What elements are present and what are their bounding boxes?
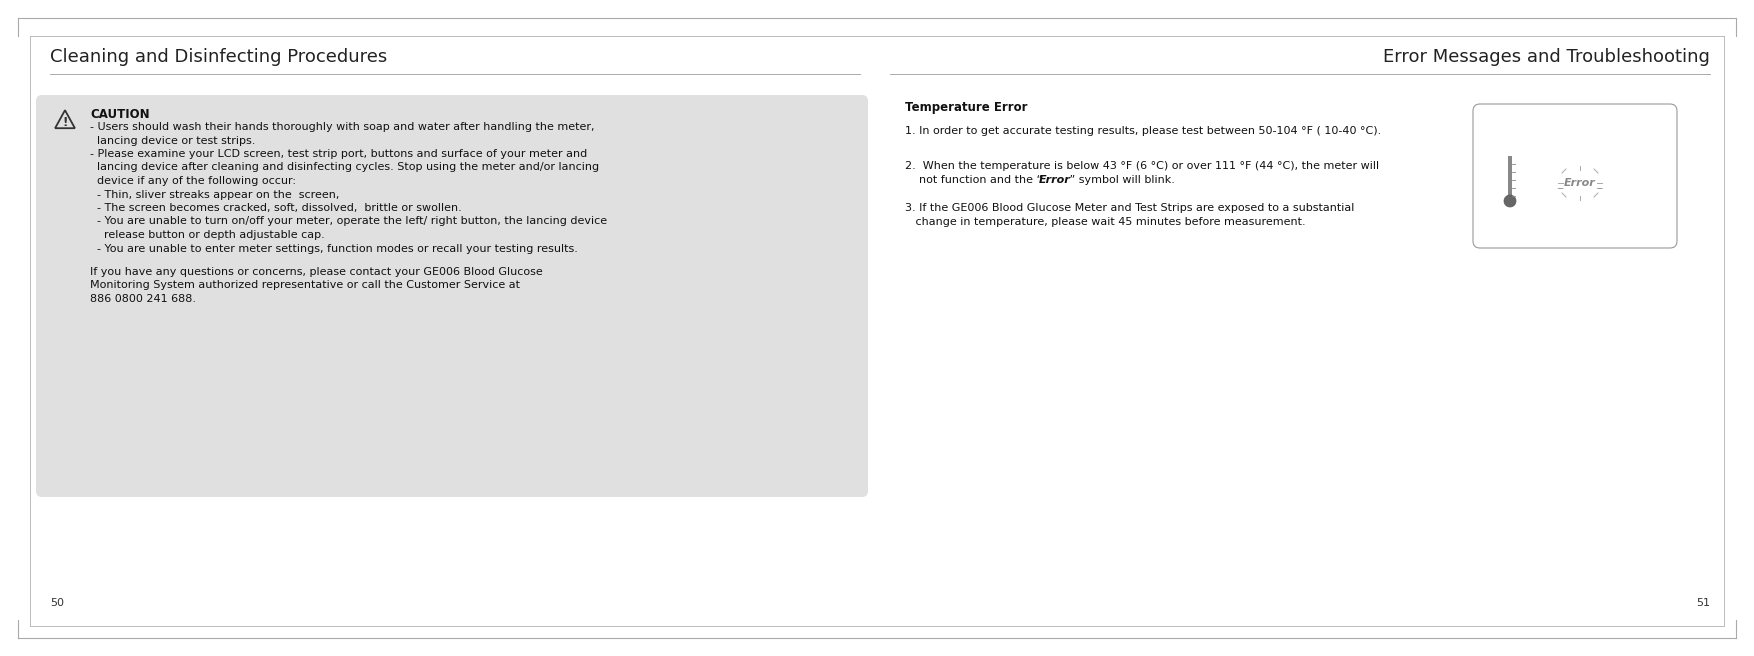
Text: 1. In order to get accurate testing results, please test between 50-104 °F ( 10-: 1. In order to get accurate testing resu… [905,126,1380,136]
Text: ” symbol will blink.: ” symbol will blink. [1066,175,1175,185]
Text: Cleaning and Disinfecting Procedures: Cleaning and Disinfecting Procedures [51,48,388,66]
Text: 3. If the GE006 Blood Glucose Meter and Test Strips are exposed to a substantial: 3. If the GE006 Blood Glucose Meter and … [905,203,1354,213]
Text: If you have any questions or concerns, please contact your GE006 Blood Glucose: If you have any questions or concerns, p… [89,267,542,277]
Text: - You are unable to turn on/off your meter, operate the left/ right button, the : - You are unable to turn on/off your met… [89,216,607,226]
Text: CAUTION: CAUTION [89,108,149,121]
Text: not function and the “: not function and the “ [905,175,1045,185]
Text: Temperature Error: Temperature Error [905,101,1028,114]
Text: release button or depth adjustable cap.: release button or depth adjustable cap. [89,230,324,240]
Text: - Thin, sliver streaks appear on the  screen,: - Thin, sliver streaks appear on the scr… [89,190,339,199]
Text: Error: Error [1038,175,1070,185]
Text: - You are unable to enter meter settings, function modes or recall your testing : - You are unable to enter meter settings… [89,243,577,253]
Text: Error: Error [1565,178,1596,188]
FancyBboxPatch shape [37,95,868,497]
Text: 51: 51 [1696,598,1710,608]
Text: - Users should wash their hands thoroughly with soap and water after handling th: - Users should wash their hands thorough… [89,122,595,132]
Text: 886 0800 241 688.: 886 0800 241 688. [89,294,196,304]
Text: 2.  When the temperature is below 43 °F (6 °C) or over 111 °F (44 °C), the meter: 2. When the temperature is below 43 °F (… [905,161,1379,171]
Text: Error Messages and Troubleshooting: Error Messages and Troubleshooting [1384,48,1710,66]
Text: _: _ [1558,178,1566,188]
Text: _: _ [1594,178,1603,188]
Circle shape [1503,195,1515,207]
Text: - Please examine your LCD screen, test strip port, buttons and surface of your m: - Please examine your LCD screen, test s… [89,149,588,159]
FancyBboxPatch shape [1473,104,1677,248]
Text: - The screen becomes cracked, soft, dissolved,  brittle or swollen.: - The screen becomes cracked, soft, diss… [89,203,461,213]
Text: device if any of the following occur:: device if any of the following occur: [89,176,296,186]
Text: lancing device after cleaning and disinfecting cycles. Stop using the meter and/: lancing device after cleaning and disinf… [89,163,600,173]
Text: 50: 50 [51,598,63,608]
Text: !: ! [63,116,68,129]
Text: lancing device or test strips.: lancing device or test strips. [89,136,256,146]
Text: Monitoring System authorized representative or call the Customer Service at: Monitoring System authorized representat… [89,281,519,291]
Bar [1508,156,1512,201]
Text: change in temperature, please wait 45 minutes before measurement.: change in temperature, please wait 45 mi… [905,217,1305,227]
